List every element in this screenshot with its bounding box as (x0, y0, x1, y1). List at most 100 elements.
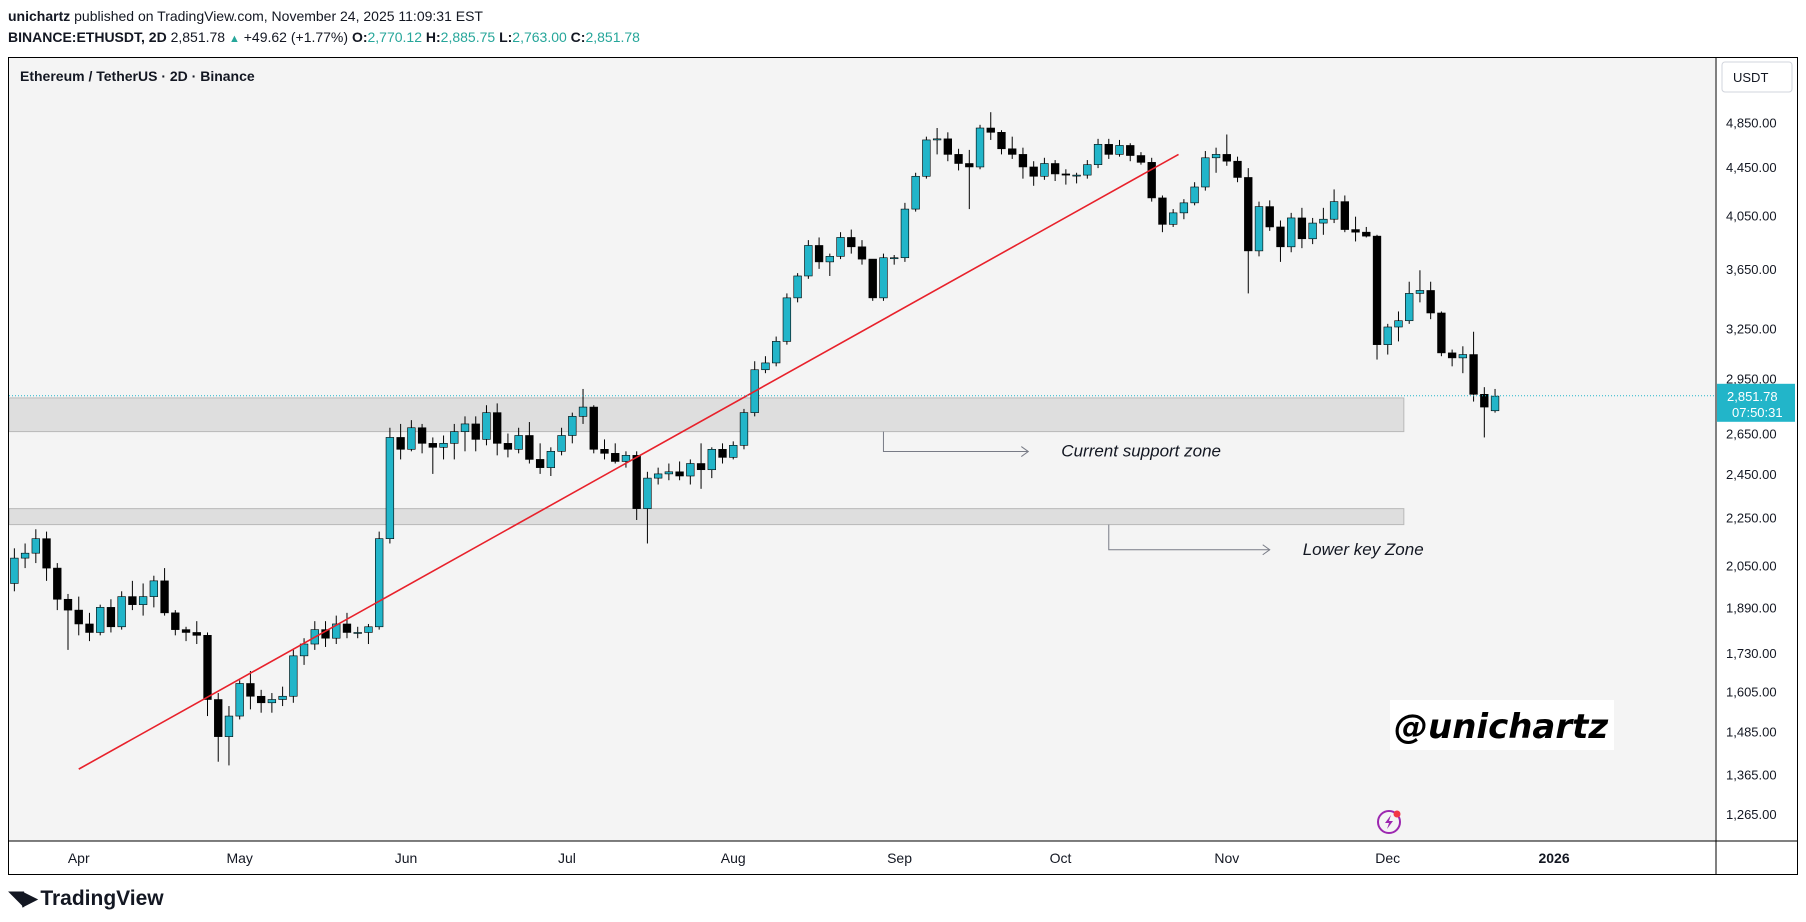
annotation-arrow-1[interactable] (882, 431, 1030, 457)
candle (793, 273, 802, 303)
candle-body (85, 623, 94, 633)
candle-body (1340, 201, 1349, 230)
zone-rect-1[interactable] (8, 397, 1405, 433)
candle (1287, 212, 1296, 253)
low-key: L: (499, 29, 513, 45)
author-name[interactable]: unichartz (8, 8, 71, 24)
candle (943, 132, 952, 162)
published-text: published on TradingView.com, November 2… (74, 8, 483, 24)
candle-body (1329, 201, 1339, 220)
candle-body (1018, 154, 1028, 168)
candle-body (1405, 293, 1414, 322)
watermark-label: @unichartz (1390, 700, 1614, 750)
candle (1158, 195, 1167, 233)
x-tick-label: Oct (1050, 850, 1072, 866)
price-badge[interactable] (1717, 383, 1795, 422)
candle (1072, 172, 1081, 184)
candle-body (128, 596, 137, 605)
candle (1254, 201, 1264, 257)
candle (814, 237, 824, 269)
candle-body (460, 423, 470, 432)
lightning-icon[interactable] (1377, 810, 1401, 834)
candle-body (975, 127, 985, 168)
candle (278, 686, 287, 707)
watermark-text: @unichartz (1394, 707, 1608, 747)
trendline[interactable] (78, 153, 1179, 770)
candle-body (471, 423, 480, 440)
candle (1340, 195, 1349, 233)
candle-body (407, 427, 416, 450)
candle-body (611, 453, 620, 462)
close-key: C: (570, 29, 586, 45)
candle (1190, 182, 1199, 206)
open-value: 2,770.12 (367, 29, 423, 45)
candle (63, 593, 73, 650)
annotation-arrow-2[interactable] (1108, 524, 1271, 556)
candle-body (224, 715, 234, 737)
candle-body (986, 127, 995, 133)
candle-body (1147, 162, 1156, 199)
candle (1372, 234, 1382, 360)
y-tick-label: 1,605.00 (1726, 684, 1777, 699)
candle (1093, 138, 1103, 169)
candle-body (1093, 144, 1103, 165)
last-price: 2,851.78 (170, 29, 226, 45)
candle (632, 451, 641, 520)
candle-body (578, 406, 588, 417)
y-tick-label: 4,450.00 (1726, 160, 1777, 175)
candle-body (814, 245, 824, 263)
candle (879, 253, 888, 301)
candle-body (246, 683, 255, 697)
candle-body (546, 451, 556, 468)
candle-body (600, 449, 609, 454)
candle-body (1061, 173, 1071, 176)
candle (922, 136, 931, 179)
candle (385, 427, 395, 544)
currency-button[interactable] (1721, 61, 1793, 93)
candle-body (965, 163, 974, 168)
up-triangle-icon: ▲ (228, 33, 240, 45)
candle (353, 626, 362, 639)
open-key: O: (351, 29, 368, 45)
candle-body (514, 435, 523, 450)
candle (171, 610, 180, 636)
y-tick-label: 1,485.00 (1726, 724, 1777, 739)
candle-body (1050, 163, 1060, 175)
candle (900, 202, 910, 262)
annotation-label-1: Current support zone (1061, 442, 1221, 461)
candle-body (203, 635, 212, 700)
price-axis-background (1716, 58, 1797, 841)
candle (31, 529, 40, 564)
candle-body (675, 471, 684, 477)
price-badge-countdown: 07:50:31 (1732, 405, 1783, 420)
y-tick-label: 4,850.00 (1726, 116, 1777, 131)
candle-body (493, 412, 502, 444)
candle-body (117, 596, 126, 628)
y-tick-label: 2,950.00 (1726, 371, 1777, 386)
candle (235, 680, 244, 720)
candle-body (439, 443, 448, 448)
candle-body (1083, 164, 1092, 176)
candle (1276, 220, 1285, 262)
candle-body (653, 473, 663, 479)
candle-body (149, 580, 159, 597)
brand-footer[interactable]: ◥▶ TradingView (8, 886, 164, 911)
currency-label: USDT (1733, 70, 1768, 85)
y-tick-label: 3,650.00 (1726, 262, 1777, 277)
candle-body (1394, 320, 1403, 328)
y-tick-label: 1,365.00 (1726, 768, 1777, 783)
candle (267, 693, 277, 713)
x-tick-label: 2026 (1538, 850, 1569, 866)
time-axis: MarAprMayJunJulAugSepOctNovDec2026 (68, 850, 1570, 866)
candle-body (192, 632, 201, 636)
chart-frame (8, 57, 1798, 875)
candle-body (1458, 354, 1468, 359)
candle-body (450, 431, 459, 444)
candle (932, 128, 942, 155)
zone-rect-2[interactable] (8, 508, 1405, 526)
candle (890, 254, 899, 265)
brand-name: TradingView (40, 887, 164, 910)
candle (1147, 157, 1156, 202)
candle (482, 405, 491, 446)
